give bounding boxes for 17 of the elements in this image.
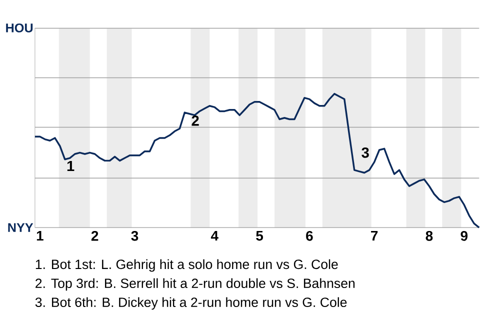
text: NYY [8, 223, 34, 232]
x-tick-label: 6 [306, 230, 313, 241]
text: 2. Top 3rd: B. Serrell hit a 2-run double vs S. Bahnsen [36, 278, 355, 290]
x-tick-label: 3 [131, 230, 138, 241]
x-tick-label: 8 [426, 230, 433, 241]
annotation: 3 [362, 147, 369, 158]
text: 3. Bot 6th: B. Dickey hit a 2-run home run vs G. Cole [35, 297, 347, 310]
text: 1. Bot 1st: L. Gehrig hit a solo home run vs G. Cole [36, 259, 338, 272]
x-tick-label: 5 [256, 230, 264, 241]
x-tick-label: 4 [210, 230, 218, 240]
annotation: 2 [192, 115, 199, 126]
x-tick-label: 2 [91, 230, 98, 240]
x-tick-label: 1 [36, 230, 44, 240]
annotation: 1 [67, 160, 74, 171]
x-tick-label: 9 [460, 230, 468, 241]
x-tick-label: 7 [371, 230, 378, 240]
text: HOU [6, 23, 33, 32]
